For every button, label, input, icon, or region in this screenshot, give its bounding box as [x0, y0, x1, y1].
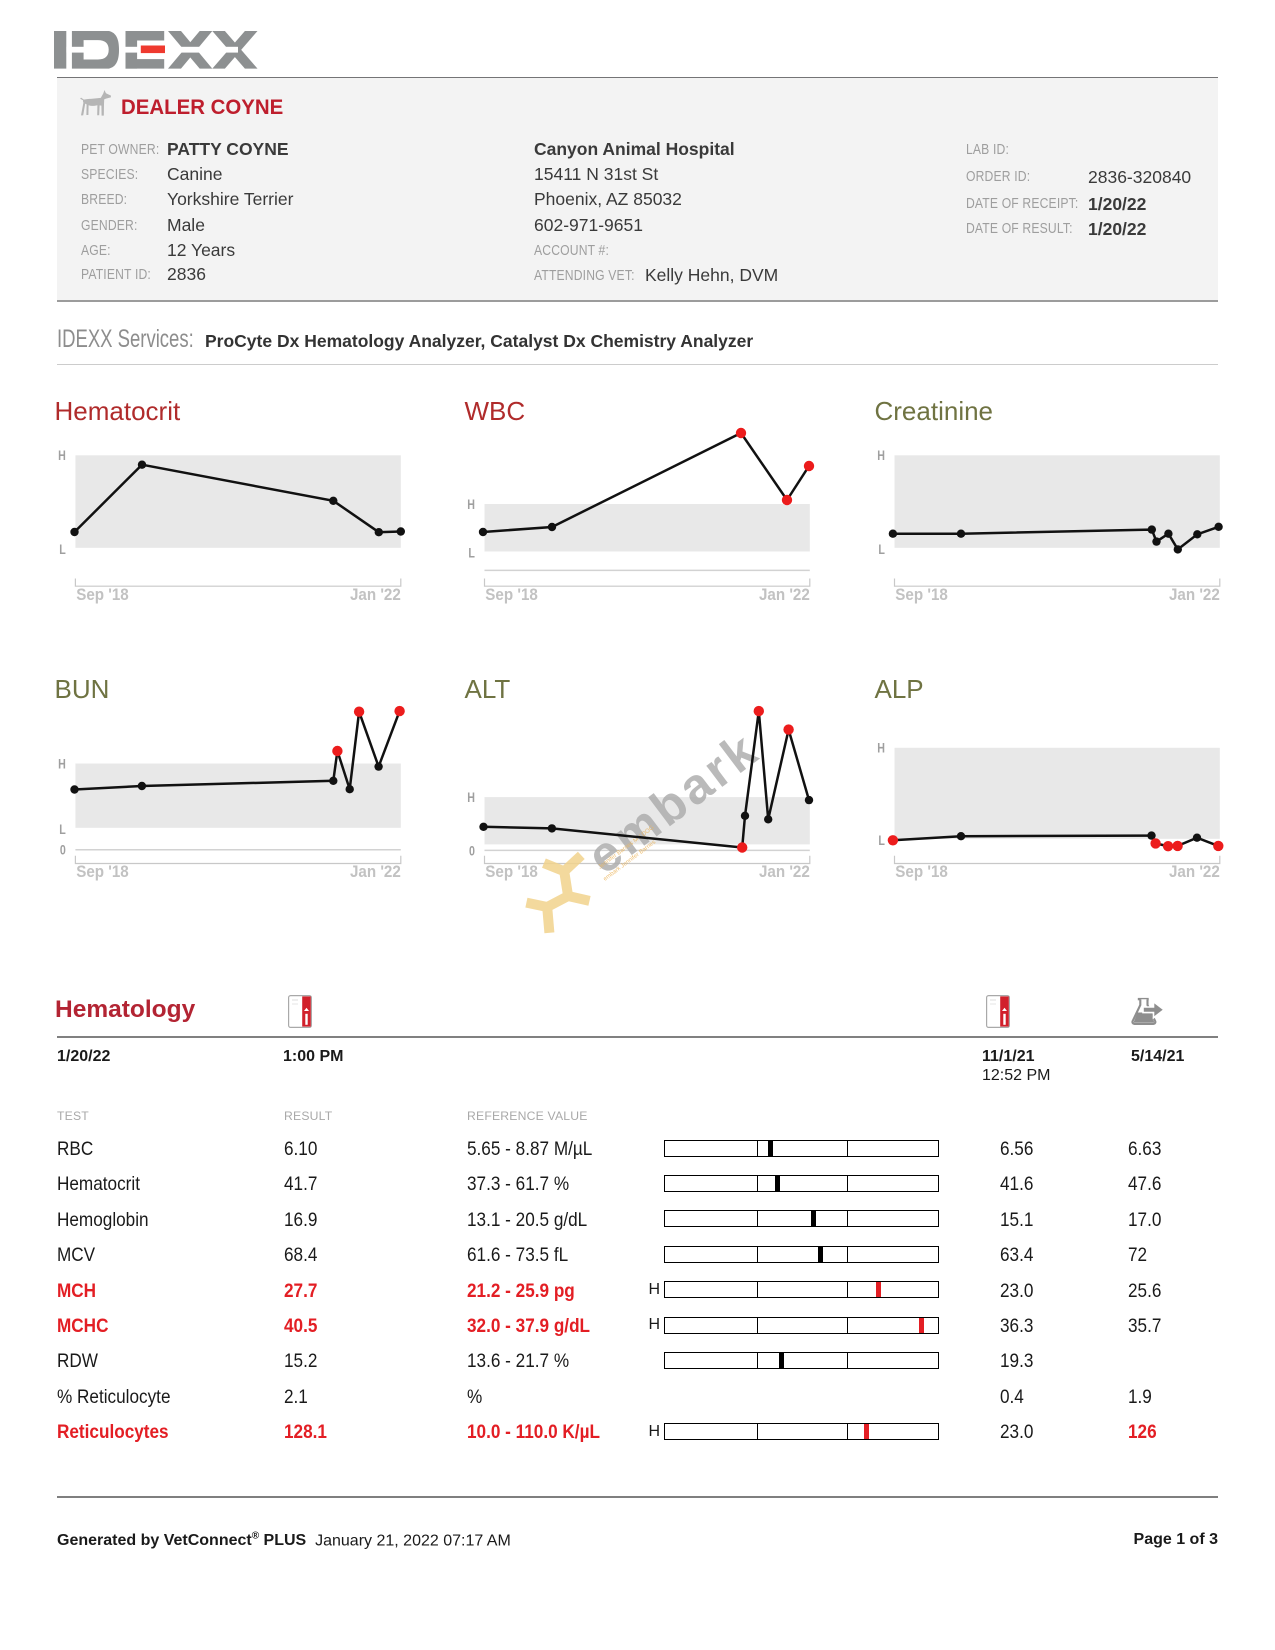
svg-text:Jan '22: Jan '22 — [759, 586, 810, 604]
svg-text:H: H — [467, 497, 475, 513]
svg-text:H: H — [877, 448, 885, 464]
svg-text:WBC: WBC — [465, 396, 526, 426]
svg-text:Jan '22: Jan '22 — [1169, 863, 1220, 881]
svg-text:Sep '18: Sep '18 — [895, 863, 948, 881]
svg-text:H: H — [58, 448, 66, 464]
svg-text:BUN: BUN — [55, 674, 110, 704]
svg-text:L: L — [878, 833, 885, 849]
svg-text:H: H — [467, 790, 475, 806]
svg-text:Creatinine: Creatinine — [875, 396, 994, 426]
svg-text:L: L — [59, 822, 66, 838]
svg-text:Sep '18: Sep '18 — [76, 586, 129, 604]
svg-text:Sep '18: Sep '18 — [895, 586, 948, 604]
svg-text:Sep '18: Sep '18 — [485, 863, 538, 881]
svg-text:H: H — [58, 756, 66, 772]
svg-text:Jan '22: Jan '22 — [759, 863, 810, 881]
svg-text:0: 0 — [469, 843, 475, 859]
svg-text:Jan '22: Jan '22 — [1169, 586, 1220, 604]
svg-text:L: L — [59, 542, 66, 558]
svg-text:ALT: ALT — [465, 674, 511, 704]
svg-text:Hematocrit: Hematocrit — [55, 396, 181, 426]
svg-text:L: L — [878, 542, 885, 558]
svg-text:L: L — [468, 545, 475, 561]
svg-text:ALP: ALP — [875, 674, 924, 704]
svg-text:Sep '18: Sep '18 — [485, 586, 538, 604]
svg-text:H: H — [877, 740, 885, 756]
svg-text:0: 0 — [60, 842, 66, 858]
svg-text:Sep '18: Sep '18 — [76, 863, 129, 881]
svg-text:Jan '22: Jan '22 — [350, 586, 401, 604]
svg-text:Jan '22: Jan '22 — [350, 863, 401, 881]
